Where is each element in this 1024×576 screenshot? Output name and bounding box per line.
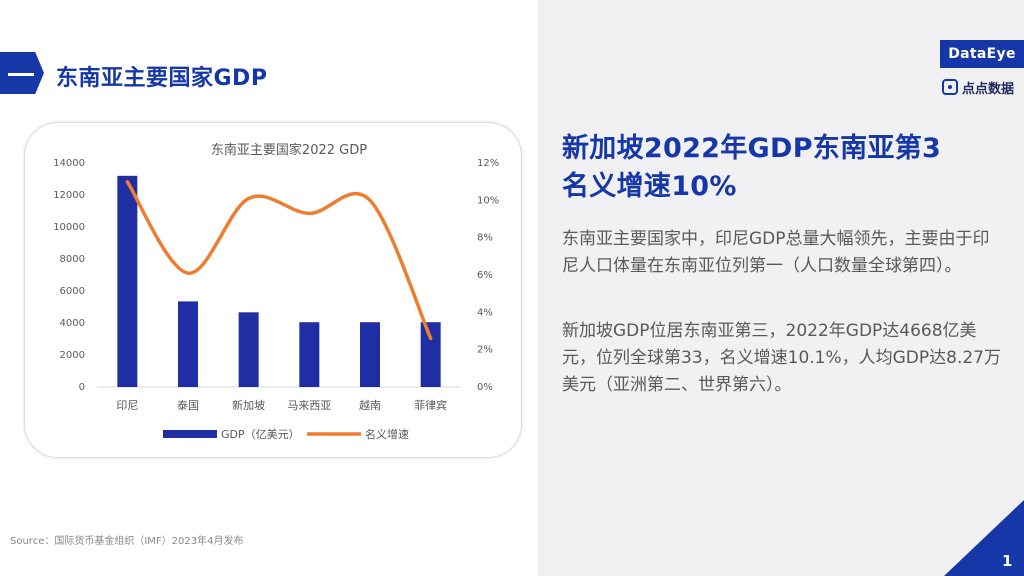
bar-菲律宾 (420, 322, 441, 387)
diandian-logo: 点点数据 (942, 76, 1014, 98)
headline: 新加坡2022年GDP东南亚第3 名义增速10% (562, 130, 1002, 206)
y-tick-label: 14000 (53, 158, 85, 169)
y-tick-label: 0 (79, 382, 85, 393)
y2-tick-label: 6% (477, 270, 493, 281)
diandian-logo-text: 点点数据 (962, 81, 1015, 97)
bar-泰国 (178, 301, 198, 387)
chart-title: 东南亚主要国家2022 GDP (211, 142, 367, 158)
legend-label-gdp: GDP（亿美元） (221, 428, 300, 441)
bar-马来西亚 (299, 322, 320, 387)
source-note: Source：国际货币基金组织（IMF）2023年4月发布 (10, 536, 244, 547)
bar-越南 (360, 322, 380, 387)
chart-card: 东南亚主要国家2022 GDP 0 2000 4000 6000 8000 10000 120… (24, 122, 522, 458)
x-tick-label: 菲律宾 (414, 398, 447, 412)
right-panel (538, 0, 1024, 576)
headline-line-2: 名义增速10% (562, 171, 737, 202)
gdp-chart: 东南亚主要国家2022 GDP 0 2000 4000 6000 8000 10000 120… (53, 142, 499, 441)
y-tick-label: 12000 (53, 190, 85, 201)
legend-label-growth: 名义增速 (365, 427, 409, 441)
y2-tick-label: 0% (477, 382, 493, 393)
y-tick-label: 6000 (60, 286, 85, 297)
y2-tick-label: 10% (477, 195, 499, 206)
growth-line (125, 179, 433, 341)
paragraph-1: 东南亚主要国家中，印尼GDP总量大幅领先，主要由于印尼人口体量在东南亚位列第一（… (562, 229, 990, 276)
bar-新加坡 (238, 312, 259, 387)
paragraph-2: 新加坡GDP位居东南亚第三，2022年GDP达4668亿美元，位列全球第33，名… (562, 321, 1002, 395)
page-number: 1 (1002, 552, 1013, 570)
y2-tick-label: 12% (477, 158, 499, 169)
y-tick-label: 8000 (60, 254, 85, 265)
y-tick-label: 2000 (60, 350, 85, 361)
headline-line-1: 新加坡2022年GDP东南亚第3 (562, 133, 942, 164)
x-tick-label: 泰国 (177, 398, 199, 412)
page-title: 东南亚主要国家GDP (56, 66, 268, 91)
y2-tick-label: 4% (477, 307, 493, 318)
bar-印尼 (117, 175, 138, 387)
y-tick-label: 4000 (60, 318, 85, 329)
diandian-logo-icon (942, 79, 958, 95)
section-marker-dash (8, 73, 34, 76)
legend-swatch-gdp (163, 430, 217, 438)
x-tick-label: 越南 (359, 398, 381, 412)
y2-tick-label: 2% (477, 345, 493, 356)
y-tick-label: 10000 (53, 222, 85, 233)
x-tick-label: 新加坡 (232, 398, 265, 412)
x-tick-label: 印尼 (116, 399, 138, 412)
dataeye-logo: DataEye (940, 40, 1024, 68)
x-tick-label: 马来西亚 (287, 399, 331, 412)
y2-tick-label: 8% (477, 233, 493, 244)
